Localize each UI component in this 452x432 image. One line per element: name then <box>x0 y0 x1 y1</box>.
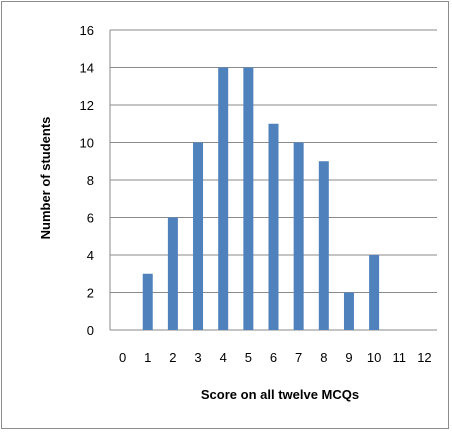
x-tick-label: 1 <box>144 350 151 365</box>
y-tick-label: 12 <box>80 98 94 113</box>
y-tick-label: 14 <box>80 61 94 76</box>
y-tick-label: 16 <box>80 23 94 38</box>
y-tick-labels: 0 2 4 6 8 10 12 14 16 <box>80 23 94 338</box>
y-tick-label: 4 <box>87 248 94 263</box>
y-tick-label: 0 <box>87 323 94 338</box>
x-tick-label: 10 <box>367 350 381 365</box>
bar-2 <box>167 217 178 330</box>
y-tick-label: 6 <box>87 211 94 226</box>
x-tick-label: 4 <box>220 350 227 365</box>
x-tick-label: 5 <box>245 350 252 365</box>
x-tick-label: 11 <box>393 350 407 365</box>
bar-7 <box>293 142 304 330</box>
bar-6 <box>268 123 279 330</box>
y-tick-label: 10 <box>80 136 94 151</box>
bar-4 <box>218 67 229 330</box>
bar-8 <box>318 161 329 330</box>
x-tick-label: 7 <box>295 350 302 365</box>
x-tick-labels: 0 1 2 3 4 5 6 7 8 9 10 11 12 <box>119 350 432 365</box>
x-tick-label: 2 <box>169 350 176 365</box>
x-tick-label: 12 <box>417 350 431 365</box>
bar-9 <box>343 292 354 330</box>
x-tick-label: 6 <box>270 350 277 365</box>
bar-3 <box>193 142 204 330</box>
x-tick-label: 3 <box>194 350 201 365</box>
y-tick-label: 8 <box>87 173 94 188</box>
bar-1 <box>142 273 153 330</box>
bar-5 <box>243 67 254 330</box>
x-tick-label: 0 <box>119 350 126 365</box>
bars <box>142 67 380 330</box>
x-tick-label: 8 <box>320 350 327 365</box>
y-axis-title: Number of students <box>38 117 53 240</box>
y-tick-label: 2 <box>87 286 94 301</box>
x-tick-label: 9 <box>345 350 352 365</box>
x-axis-title: Score on all twelve MCQs <box>201 387 359 402</box>
bar-10 <box>369 255 380 330</box>
